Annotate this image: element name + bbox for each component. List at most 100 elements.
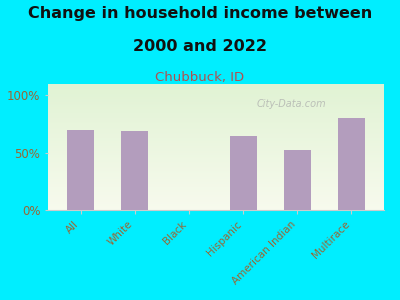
Bar [48,114,384,116]
Bar [48,186,384,187]
Bar [48,158,384,160]
Bar [48,130,384,132]
Bar [48,117,384,118]
Bar [48,209,384,210]
Bar [338,118,365,210]
Bar [48,189,384,190]
Bar [48,205,384,206]
Bar [48,112,384,113]
Bar [48,146,384,147]
Bar [48,132,384,133]
Bar [48,102,384,103]
Bar [48,206,384,208]
Bar [48,200,384,201]
Bar [48,182,384,184]
Bar [48,173,384,175]
Bar [48,145,384,146]
Bar [48,194,384,195]
Bar [48,167,384,168]
Bar [48,181,384,182]
Bar [48,99,384,100]
Bar [48,154,384,156]
Bar [48,129,384,130]
Bar [48,90,384,92]
Bar [48,118,384,119]
Bar [48,199,384,200]
Bar [48,171,384,172]
Bar [48,153,384,154]
Bar [48,113,384,114]
Text: Chubbuck, ID: Chubbuck, ID [156,70,244,83]
Bar [48,151,384,152]
Bar [48,138,384,140]
Bar [48,170,384,171]
Bar [48,137,384,138]
Bar [48,147,384,148]
Bar [48,166,384,167]
Bar [48,110,384,112]
Bar [48,97,384,98]
Bar [48,184,384,185]
Bar [48,192,384,194]
Bar [48,123,384,124]
Bar [48,204,384,205]
Bar [48,105,384,107]
Bar [48,148,384,149]
Bar [48,133,384,134]
Bar [48,109,384,110]
Bar [48,195,384,196]
Bar [48,95,384,97]
Text: 2000 and 2022: 2000 and 2022 [133,39,267,54]
Bar [48,175,384,176]
Bar [48,162,384,164]
Bar [48,161,384,162]
Bar [48,165,384,166]
Bar [48,119,384,121]
Bar [48,172,384,173]
Bar [48,178,384,180]
Bar [48,85,384,86]
Bar [48,122,384,123]
Bar [48,152,384,153]
Bar [48,176,384,177]
Text: Change in household income between: Change in household income between [28,6,372,21]
Bar [48,141,384,142]
Bar [48,136,384,137]
Bar [48,121,384,122]
Bar [48,100,384,102]
Bar [48,185,384,186]
Bar [48,104,384,105]
Bar [48,86,384,88]
Bar [48,191,384,192]
Bar [48,143,384,145]
Bar [48,180,384,181]
Bar [48,127,384,128]
Bar [48,107,384,108]
Bar [48,92,384,93]
Bar [48,187,384,189]
Bar [48,201,384,202]
Bar [48,177,384,178]
Bar [67,130,94,210]
Text: City-Data.com: City-Data.com [256,99,326,109]
Bar [48,197,384,199]
Bar [48,190,384,191]
Bar [48,134,384,136]
Bar [48,160,384,161]
Bar [48,89,384,90]
Bar [48,202,384,204]
Bar [230,136,257,210]
Bar [284,150,311,210]
Bar [48,168,384,170]
Bar [48,88,384,89]
Bar [48,157,384,158]
Bar [48,128,384,129]
Bar [48,93,384,94]
Bar [48,103,384,104]
Bar [48,84,384,85]
Bar [48,94,384,95]
Bar [48,124,384,126]
Bar [121,131,148,210]
Bar [48,142,384,143]
Bar [48,208,384,209]
